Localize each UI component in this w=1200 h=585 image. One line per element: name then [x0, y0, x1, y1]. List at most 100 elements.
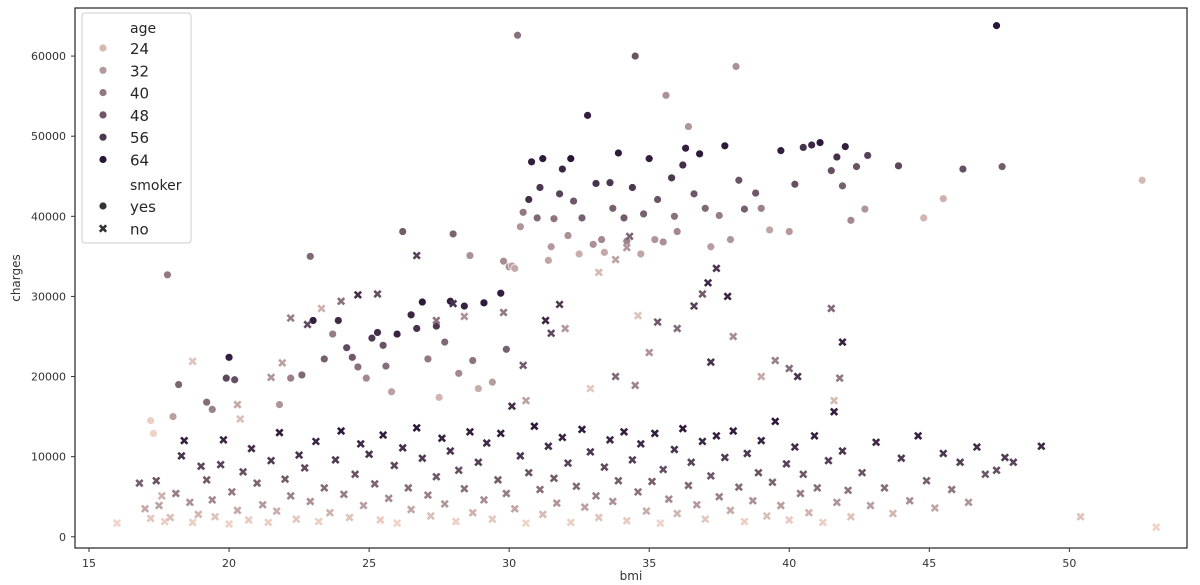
data-point-smoker-yes	[149, 429, 158, 438]
data-point-smoker-no-stroke	[541, 316, 550, 325]
data-point-smoker-no	[594, 268, 603, 277]
data-point-smoker-no-stroke	[252, 478, 262, 488]
data-point-smoker-no-stroke	[521, 519, 531, 528]
x-tick-label: 35	[642, 557, 656, 570]
data-point-smoker-yes	[852, 162, 861, 171]
data-point-smoker-no-stroke	[266, 373, 276, 382]
data-point-smoker-no-stroke	[460, 484, 469, 493]
data-point-smoker-no-stroke	[572, 482, 581, 491]
legend-style-marker	[98, 201, 108, 211]
data-point-smoker-yes	[720, 141, 730, 151]
data-point-smoker-no-stroke	[605, 435, 615, 444]
data-point-smoker-no	[412, 423, 421, 432]
legend-style-label: no	[130, 221, 149, 239]
data-point-smoker-no-stroke	[233, 506, 242, 515]
data-point-smoker-no-stroke	[558, 433, 567, 442]
data-point-smoker-no	[818, 518, 827, 527]
data-point-smoker-no	[673, 509, 682, 518]
data-point-smoker-no	[843, 486, 853, 495]
data-point-smoker-yes	[645, 154, 654, 163]
data-point-smoker-no-stroke	[594, 268, 603, 277]
data-point-smoker-no-stroke	[555, 300, 564, 309]
data-point-smoker-no-stroke	[888, 509, 898, 518]
data-point-smoker-yes	[367, 333, 377, 343]
data-point-smoker-yes	[1137, 176, 1147, 185]
data-point-smoker-no-stroke	[636, 439, 645, 448]
data-point-smoker-no-stroke	[804, 508, 813, 517]
data-point-smoker-no-stroke	[614, 476, 623, 485]
data-point-smoker-no-stroke	[771, 356, 780, 365]
data-point-smoker-no	[566, 518, 575, 527]
data-point-smoker-no	[140, 504, 150, 513]
data-point-smoker-no	[202, 475, 211, 485]
data-point-smoker-no	[622, 243, 631, 252]
data-point-smoker-yes	[558, 164, 567, 174]
data-point-smoker-no	[743, 449, 752, 458]
data-point-smoker-no-stroke	[210, 512, 220, 521]
data-point-smoker-no	[488, 515, 497, 524]
data-point-smoker-no-stroke	[339, 490, 349, 499]
data-point-smoker-no-stroke	[622, 516, 631, 525]
data-point-smoker-yes	[230, 375, 239, 384]
data-point-smoker-no	[331, 455, 340, 464]
data-point-smoker-no	[196, 462, 206, 471]
data-point-smoker-no-stroke	[684, 481, 693, 490]
data-point-smoker-no	[757, 436, 766, 445]
data-point-smoker-no	[591, 491, 601, 501]
data-point-smoker-no-stroke	[687, 458, 696, 467]
data-point-smoker-no-stroke	[832, 498, 841, 507]
data-point-smoker-no-stroke	[701, 515, 710, 524]
data-point-smoker-no	[636, 439, 645, 448]
legend-hue-label: 64	[130, 152, 149, 170]
data-point-smoker-yes	[412, 324, 421, 333]
data-point-smoker-no	[496, 429, 505, 438]
data-point-smoker-yes	[387, 387, 396, 396]
data-point-smoker-no	[286, 491, 295, 501]
data-point-smoker-no	[692, 500, 701, 509]
data-point-smoker-no-stroke	[757, 436, 766, 445]
data-point-smoker-no-stroke	[510, 504, 519, 513]
data-point-smoker-no-stroke	[404, 483, 413, 493]
data-point-smoker-no-stroke	[488, 515, 497, 524]
data-point-smoker-no	[729, 426, 738, 436]
x-tick-label: 25	[362, 557, 376, 570]
data-point-smoker-no	[647, 477, 657, 486]
data-point-smoker-no-stroke	[835, 374, 844, 383]
data-point-smoker-no-stroke	[692, 500, 701, 509]
data-point-smoker-no-stroke	[432, 316, 441, 325]
data-point-smoker-yes	[841, 142, 850, 151]
data-point-smoker-yes	[939, 194, 948, 203]
legend-style-marker	[98, 224, 108, 233]
data-point-smoker-no	[303, 320, 312, 329]
data-point-smoker-no	[227, 487, 236, 497]
data-point-smoker-no	[703, 278, 713, 287]
data-point-smoker-no	[188, 518, 197, 527]
data-point-smoker-no	[992, 466, 1001, 475]
data-point-smoker-no-stroke	[454, 466, 463, 475]
data-point-smoker-no	[1152, 523, 1161, 532]
y-tick-label: 20000	[31, 371, 66, 384]
data-point-smoker-no-stroke	[955, 458, 965, 467]
data-point-smoker-yes	[706, 242, 716, 251]
data-point-smoker-yes	[328, 329, 337, 339]
data-point-smoker-no	[392, 519, 402, 528]
data-point-smoker-yes	[202, 397, 211, 407]
data-point-smoker-no-stroke	[306, 497, 315, 506]
data-point-smoker-no	[474, 458, 483, 467]
data-point-smoker-no-stroke	[866, 501, 875, 510]
data-point-smoker-no	[432, 472, 441, 481]
data-point-smoker-no	[698, 289, 707, 299]
data-point-smoker-no-stroke	[474, 458, 483, 467]
data-point-smoker-no	[796, 489, 805, 498]
data-point-smoker-no-stroke	[566, 518, 575, 527]
data-point-smoker-yes	[600, 248, 609, 257]
data-point-smoker-no	[799, 470, 808, 479]
data-point-smoker-no	[353, 290, 363, 299]
data-point-smoker-no	[740, 517, 749, 526]
data-point-smoker-no	[278, 358, 287, 368]
data-point-smoker-no-stroke	[611, 255, 620, 264]
data-point-smoker-no	[771, 417, 780, 426]
data-point-smoker-no-stroke	[818, 518, 827, 527]
data-point-smoker-no-stroke	[1009, 458, 1018, 467]
data-point-smoker-no	[838, 446, 847, 456]
